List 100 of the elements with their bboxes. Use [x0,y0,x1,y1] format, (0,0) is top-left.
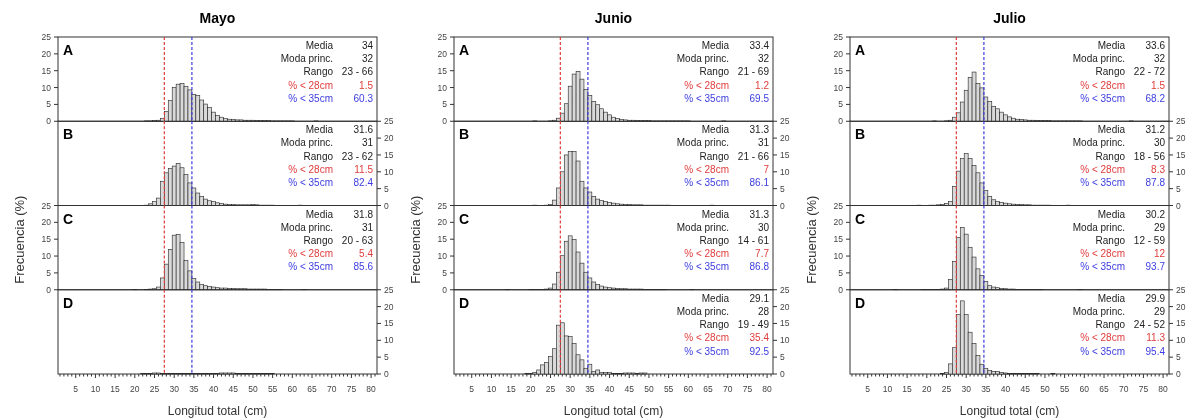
annotation: 32 [1153,53,1166,65]
x-tick-label: 70 [326,384,337,394]
y2-tick-label: 10 [384,166,394,177]
x-tick-label: 20 [526,384,536,394]
x-tick-label: 10 [882,384,893,394]
y2-tick-label: 25 [780,284,790,295]
y-tick-label: 0 [46,284,52,295]
annotation: % < 35cm [684,261,729,273]
y2-tick-label: 20 [780,301,790,312]
chart-title: Junio [594,10,633,26]
y2-tick-label: 15 [1176,149,1186,160]
y2-tick-label: 0 [1176,200,1181,211]
y2-tick-label: 20 [1176,301,1186,312]
annotation: Rango [1095,150,1126,162]
annotation: Rango [699,66,730,78]
x-tick-label: 65 [703,384,714,394]
x-tick-label: 55 [267,384,278,394]
annotation: Moda princ. [1072,53,1125,65]
annotation: Moda princ. [676,305,729,317]
y-tick-label: 5 [46,99,52,110]
annotation: 19 - 49 [737,319,770,331]
y-tick-label: 25 [41,200,52,211]
annotation: D [459,294,470,311]
x-tick-label: 35 [585,384,595,394]
annotation: 1.5 [1151,79,1166,91]
y-tick-label: 10 [41,82,52,93]
annotation: Media [701,124,730,136]
y-tick-label: 15 [437,234,448,245]
annotation: 23 - 66 [341,66,374,78]
y2-tick-label: 0 [384,369,389,379]
y-tick-label: 0 [442,116,448,127]
y-axis-title: Frecuencia (%) [12,195,27,284]
y-tick-label: 15 [833,65,844,76]
annotation: 31.8 [353,208,374,220]
y2-tick-label: 20 [384,301,394,312]
y-tick-label: 0 [46,116,52,127]
x-tick-label: 80 [762,384,773,394]
x-tick-label: 35 [189,384,199,394]
annotation: Moda princ. [1072,137,1125,149]
annotation: Moda princ. [280,53,333,65]
annotation: Rango [699,150,730,162]
annotation: Media [1097,40,1126,51]
y2-tick-label: 5 [1176,352,1181,363]
x-tick-label: 25 [149,384,160,394]
annotation: 29 [1153,221,1166,233]
x-tick-label: 55 [1059,384,1070,394]
x-tick-label: 30 [961,384,972,394]
annotation: 31.3 [749,208,770,220]
y-tick-label: 20 [437,217,448,228]
annotation: % < 35cm [288,261,333,273]
x-tick-label: 30 [565,384,576,394]
annotation: 60.3 [353,92,374,104]
y-tick-label: 15 [41,234,52,245]
y2-tick-label: 5 [1176,183,1181,194]
y2-tick-label: 15 [780,318,790,329]
annotation: Moda princ. [676,221,729,233]
x-tick-label: 70 [722,384,733,394]
y-tick-label: 0 [838,284,844,295]
annotation: 33.4 [749,40,770,51]
x-tick-label: 75 [1138,384,1149,394]
annotation: 82.4 [353,177,374,189]
y-tick-label: 15 [437,65,448,76]
y2-tick-label: 25 [1176,116,1186,127]
annotation: B [459,126,470,143]
annotation: % < 35cm [288,177,333,189]
annotation: % < 28cm [288,163,333,175]
annotation: Moda princ. [280,137,333,149]
y2-tick-label: 0 [1176,369,1181,379]
annotation: 31 [757,137,770,149]
chart-title: Mayo [199,10,236,26]
annotation: 86.1 [749,177,770,189]
annotation: 86.8 [749,261,770,273]
annotation: Rango [303,66,334,78]
annotation: Rango [1095,319,1126,331]
x-tick-label: 70 [1118,384,1129,394]
x-tick-label: 5 [73,384,79,394]
y2-tick-label: 5 [384,352,389,363]
annotation: 68.2 [1145,92,1166,104]
y2-tick-label: 20 [1176,133,1186,144]
y-tick-label: 20 [833,217,844,228]
y-tick-label: 5 [442,267,448,278]
annotation: % < 35cm [288,92,333,104]
annotation: 85.6 [353,261,374,273]
annotation: % < 28cm [288,79,333,91]
annotation: 22 - 72 [1133,66,1166,78]
y-tick-label: 15 [833,234,844,245]
annotation: 69.5 [749,92,770,104]
x-tick-label: 55 [663,384,674,394]
y-tick-label: 0 [838,116,844,127]
annotation: 35.4 [749,332,770,344]
annotation: 87.8 [1145,177,1166,189]
y-tick-label: 0 [442,284,448,295]
x-tick-label: 30 [169,384,180,394]
annotation: 95.4 [1145,345,1166,357]
x-tick-label: 50 [644,384,654,394]
annotation: % < 28cm [684,79,729,91]
annotation: 29.9 [1145,292,1166,304]
annotation: A [63,42,74,58]
annotation: 32 [757,53,770,65]
x-tick-label: 15 [506,384,517,394]
